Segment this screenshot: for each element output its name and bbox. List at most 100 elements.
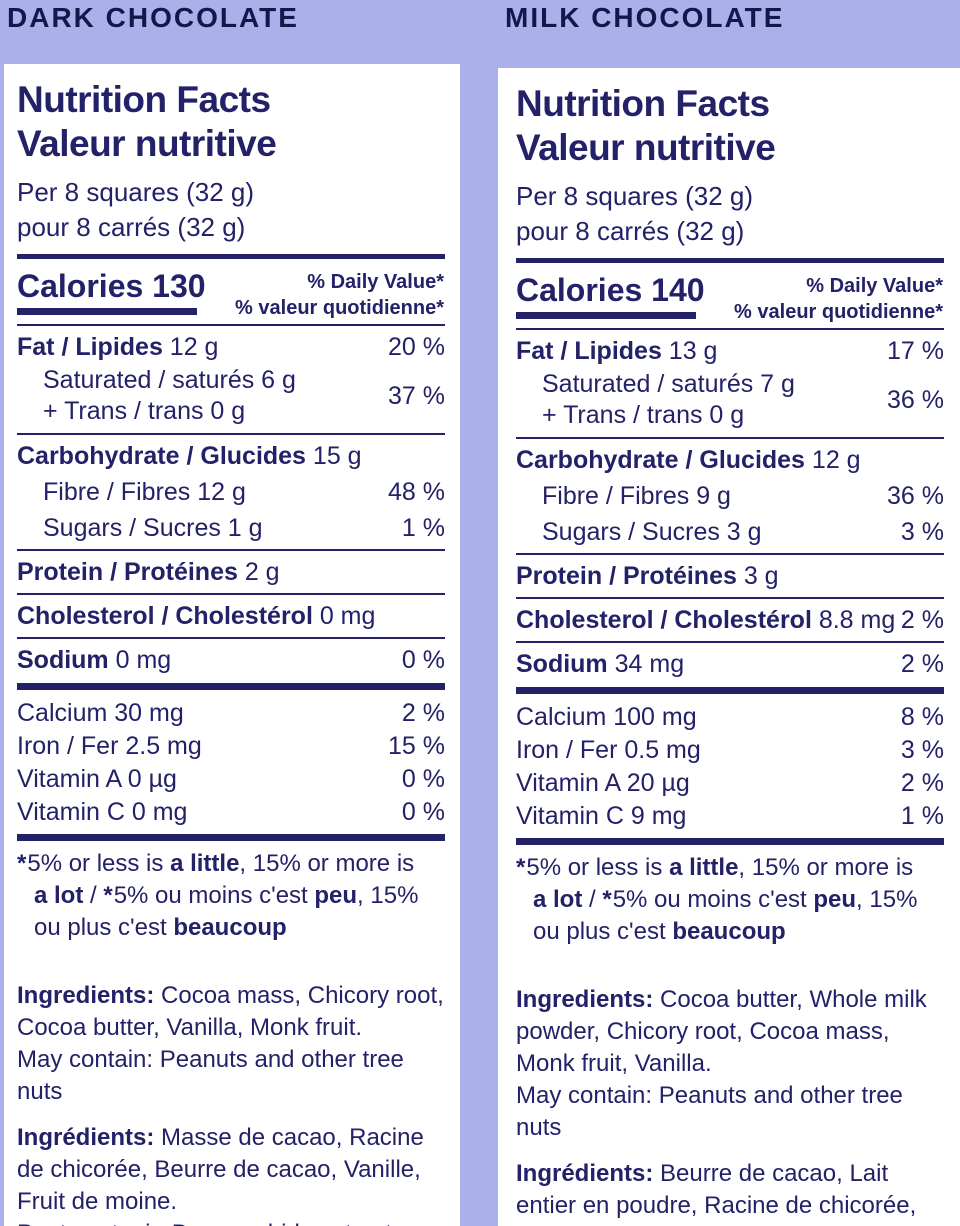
nutrition-label-milk: Nutrition Facts Valeur nutritive Per 8 s… xyxy=(498,68,960,1226)
may-contain-en: May contain: Peanuts and other tree nuts xyxy=(17,1046,404,1105)
fibre-label: Fibre / Fibres 9 g xyxy=(542,482,731,510)
ingredients-fr-text: Beurre de cacao, Lait entier en poudre, … xyxy=(516,1160,917,1226)
divider-thin xyxy=(17,549,445,551)
vitamin-c-dv: 1 % xyxy=(900,802,944,830)
divider-thin xyxy=(516,328,944,330)
divider-thin xyxy=(17,637,445,639)
daily-value-footnote: *5% or less is a little, 15% or more is … xyxy=(516,852,944,948)
nutrient-row-iron: Iron / Fer 2.5 mg 15 % xyxy=(17,730,445,763)
nutrient-row-cholesterol: Cholesterol / Cholestérol 8.8 mg 2 % xyxy=(516,602,944,638)
calories-row: Calories 130 % Daily Value* % valeur quo… xyxy=(17,268,445,321)
protein-name: Protein / Protéines xyxy=(17,558,238,586)
saturated-label: Saturated / saturés 6 g xyxy=(43,366,296,394)
nutrition-label-dark: Nutrition Facts Valeur nutritive Per 8 s… xyxy=(4,64,460,1226)
saturated-trans-dv: 36 % xyxy=(887,385,944,414)
daily-value-header-en: % Daily Value* xyxy=(235,269,445,295)
ingredients-fr-text: Masse de cacao, Racine de chicorée, Beur… xyxy=(17,1124,424,1215)
calories-underline xyxy=(516,312,696,319)
trans-label: + Trans / trans 0 g xyxy=(542,401,745,429)
ingredients-fr: Ingrédients: Beurre de cacao, Lait entie… xyxy=(516,1158,944,1226)
footnote-line-2: a lot / *5% ou moins c'est peu, 15% xyxy=(34,882,419,909)
protein-name: Protein / Protéines xyxy=(516,562,737,590)
carbohydrate-label: Carbohydrate / Glucides 12 g xyxy=(516,446,861,475)
vitamin-c-label: Vitamin C 0 mg xyxy=(17,798,188,826)
divider-thin xyxy=(516,641,944,643)
ingredients-en-text: Cocoa butter, Whole milk powder, Chicory… xyxy=(516,986,927,1077)
asterisk: * xyxy=(436,271,444,293)
iron-label: Iron / Fer 2.5 mg xyxy=(17,732,202,760)
footnote-line-1: *5% or less is a little, 15% or more is xyxy=(17,850,415,877)
asterisk: * xyxy=(935,275,943,297)
nutrient-row-calcium: Calcium 30 mg 2 % xyxy=(17,697,445,730)
sodium-name: Sodium xyxy=(516,650,608,678)
nutrient-row-vitamin-c: Vitamin C 9 mg 1 % xyxy=(516,800,944,833)
asterisk: * xyxy=(935,301,943,323)
nutrient-row-fat: Fat / Lipides 13 g 17 % xyxy=(516,333,944,369)
protein-label: Protein / Protéines 3 g xyxy=(516,562,779,591)
sodium-amount: 34 mg xyxy=(607,650,685,678)
asterisk: * xyxy=(17,850,27,877)
calories-block: Calories 140 xyxy=(516,272,705,319)
cholesterol-label: Cholesterol / Cholestérol 0 mg xyxy=(17,602,375,631)
nutrient-row-sodium: Sodium 0 mg 0 % xyxy=(17,642,445,678)
carbohydrate-name: Carbohydrate / Glucides xyxy=(516,446,805,474)
calories-row: Calories 140 % Daily Value* % valeur quo… xyxy=(516,272,944,325)
title-en: Nutrition Facts xyxy=(516,83,770,124)
divider-thin xyxy=(516,597,944,599)
nutrient-row-protein: Protein / Protéines 2 g xyxy=(17,554,445,590)
saturated-trans-dv: 37 % xyxy=(388,381,445,410)
divider-thin xyxy=(17,324,445,326)
sodium-label: Sodium 34 mg xyxy=(516,650,684,679)
ingredients-fr: Ingrédients: Masse de cacao, Racine de c… xyxy=(17,1122,445,1218)
asterisk: * xyxy=(436,297,444,319)
nutrient-row-cholesterol: Cholesterol / Cholestérol 0 mg xyxy=(17,598,445,634)
sodium-amount: 0 mg xyxy=(108,646,172,674)
iron-label: Iron / Fer 0.5 mg xyxy=(516,736,701,764)
carbohydrate-name: Carbohydrate / Glucides xyxy=(17,442,306,470)
sodium-dv: 2 % xyxy=(900,650,944,678)
sodium-dv: 0 % xyxy=(401,646,445,674)
vitamin-c-label: Vitamin C 9 mg xyxy=(516,802,687,830)
daily-value-text-en: % Daily Value xyxy=(806,275,936,297)
ingredients-en: Ingredients: Cocoa mass, Chicory root, C… xyxy=(17,980,445,1044)
vitamin-a-dv: 0 % xyxy=(401,765,445,793)
product-header-dark-chocolate: DARK CHOCOLATE xyxy=(7,2,299,33)
calories-value: Calories 130 xyxy=(17,268,206,304)
protein-amount: 3 g xyxy=(736,562,779,590)
asterisk: * xyxy=(103,882,113,909)
vitamin-a-label: Vitamin A 20 µg xyxy=(516,769,690,797)
ingredients-en: Ingredients: Cocoa butter, Whole milk po… xyxy=(516,984,944,1080)
divider-thick xyxy=(516,687,944,694)
fat-dv: 17 % xyxy=(887,337,944,365)
fat-label: Fat / Lipides 13 g xyxy=(516,337,717,366)
serving-size-fr: pour 8 carrés (32 g) xyxy=(516,216,745,246)
ingredients-en-label: Ingredients: xyxy=(516,986,654,1013)
nutrient-row-iron: Iron / Fer 0.5 mg 3 % xyxy=(516,734,944,767)
trans-label: + Trans / trans 0 g xyxy=(43,397,246,425)
serving-size-en: Per 8 squares (32 g) xyxy=(17,177,255,207)
sugars-dv: 1 % xyxy=(401,514,445,542)
daily-value-text-fr: % valeur quotidienne xyxy=(235,297,437,319)
nutrient-row-carbohydrate: Carbohydrate / Glucides 15 g xyxy=(17,438,445,474)
iron-dv: 3 % xyxy=(900,736,944,764)
daily-value-header: % Daily Value* % valeur quotidienne* xyxy=(734,272,944,325)
fat-amount: 12 g xyxy=(162,333,219,361)
nutrient-row-sugars: Sugars / Sucres 3 g 3 % xyxy=(516,514,944,550)
carbohydrate-amount: 15 g xyxy=(305,442,362,470)
nutrient-row-protein: Protein / Protéines 3 g xyxy=(516,558,944,594)
asterisk: * xyxy=(602,886,612,913)
protein-label: Protein / Protéines 2 g xyxy=(17,558,280,587)
saturated-trans-lines: Saturated / saturés 6 g + Trans / trans … xyxy=(17,365,296,427)
fat-label: Fat / Lipides 12 g xyxy=(17,333,218,362)
nutrient-row-vitamin-a: Vitamin A 20 µg 2 % xyxy=(516,767,944,800)
serving-size-en: Per 8 squares (32 g) xyxy=(516,181,754,211)
carbohydrate-amount: 12 g xyxy=(804,446,861,474)
divider-thick xyxy=(17,834,445,841)
nutrient-row-fat: Fat / Lipides 12 g 20 % xyxy=(17,329,445,365)
product-header-milk-chocolate: MILK CHOCOLATE xyxy=(505,2,785,33)
divider-thin xyxy=(17,593,445,595)
divider-thick xyxy=(17,254,445,259)
nutrient-row-vitamin-c: Vitamin C 0 mg 0 % xyxy=(17,796,445,829)
fat-dv: 20 % xyxy=(388,333,445,361)
cholesterol-name: Cholesterol / Cholestérol xyxy=(17,602,313,630)
